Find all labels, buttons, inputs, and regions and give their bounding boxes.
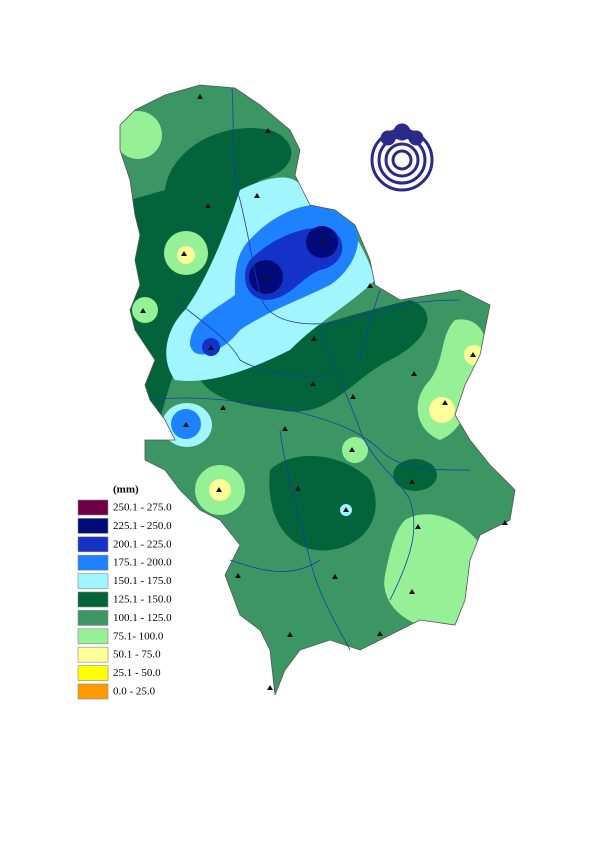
legend-unit: (mm)	[113, 484, 139, 496]
legend-swatch	[77, 591, 109, 608]
legend-swatch	[77, 683, 109, 700]
rivers	[149, 87, 471, 651]
legend-swatch	[77, 610, 109, 626]
legend-swatch	[77, 518, 109, 534]
zone	[429, 397, 455, 423]
legend-swatch	[77, 646, 109, 663]
legend-label: 250.1 - 275.0	[113, 502, 172, 514]
legend-swatch	[77, 554, 109, 571]
legend-label: 75.1- 100.0	[113, 630, 164, 642]
legend-swatch	[77, 536, 109, 553]
zone	[393, 459, 437, 491]
legend-label: 100.1 - 125.0	[113, 612, 172, 624]
zone	[120, 111, 162, 159]
zone	[200, 300, 428, 412]
legend-swatch	[77, 628, 109, 645]
legend-label: 225.1 - 250.0	[113, 520, 172, 532]
legend-label: 25.1 - 50.0	[113, 667, 161, 679]
legend-swatch	[77, 573, 109, 589]
legend-label: 50.1 - 75.0	[113, 649, 161, 661]
zone	[269, 456, 376, 551]
legend-label: 200.1 - 225.0	[113, 538, 172, 550]
legend-swatch	[77, 499, 109, 516]
legend-label: 0.0 - 25.0	[113, 686, 156, 698]
legend: (mm) 250.1 - 275.0 225.1 - 250.0 200.1 - 2…	[77, 484, 172, 700]
legend-label: 125.1 - 150.0	[113, 594, 172, 606]
zone	[132, 297, 158, 323]
zone	[342, 437, 368, 463]
logo	[370, 123, 434, 192]
legend-label: 175.1 - 200.0	[113, 557, 172, 569]
legend-swatch	[77, 665, 109, 681]
legend-label: 150.1 - 175.0	[113, 575, 172, 587]
